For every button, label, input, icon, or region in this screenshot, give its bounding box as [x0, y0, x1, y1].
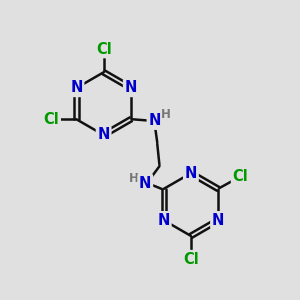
Text: N: N	[70, 80, 83, 95]
Text: H: H	[129, 172, 139, 185]
Text: N: N	[212, 213, 224, 228]
Text: N: N	[148, 113, 161, 128]
Text: N: N	[124, 80, 137, 95]
Text: Cl: Cl	[232, 169, 248, 184]
Text: Cl: Cl	[96, 42, 112, 57]
Text: N: N	[158, 213, 170, 228]
Text: H: H	[161, 108, 171, 121]
Text: Cl: Cl	[44, 112, 59, 127]
Text: N: N	[185, 166, 197, 181]
Text: Cl: Cl	[183, 252, 199, 267]
Text: N: N	[139, 176, 152, 190]
Text: N: N	[98, 128, 110, 142]
